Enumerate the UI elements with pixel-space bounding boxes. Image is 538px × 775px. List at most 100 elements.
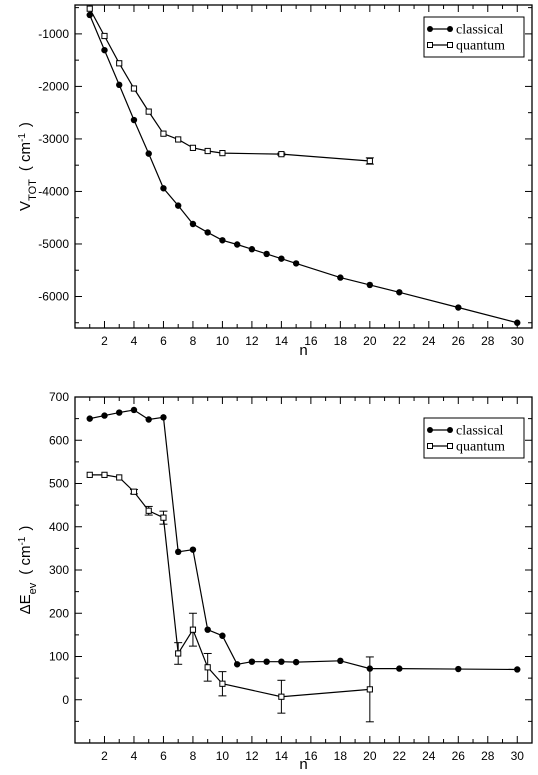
- data-point-classical: [278, 255, 285, 262]
- x-tick-label: 30: [511, 749, 525, 763]
- y-axis-label: ΔEev ( cm-1): [17, 526, 40, 615]
- y-tick-label: -6000: [38, 289, 69, 303]
- series-line-classical: [89, 14, 518, 324]
- data-point-classical: [455, 304, 462, 311]
- y-axis-label-part: ): [17, 526, 34, 531]
- data-point-classical: [204, 229, 211, 236]
- data-point-classical: [145, 416, 152, 423]
- x-tick-label: 12: [245, 749, 259, 763]
- data-point-classical: [233, 241, 241, 248]
- data-point-quantum: [278, 151, 285, 158]
- data-point-quantum: [145, 507, 152, 514]
- x-tick-label: 14: [275, 334, 289, 348]
- data-point-quantum: [175, 650, 182, 657]
- x-tick-label: 10: [216, 749, 230, 763]
- x-tick-label: 22: [393, 749, 407, 763]
- data-point-quantum: [366, 157, 373, 165]
- data-point-classical: [204, 626, 211, 633]
- y-tick-label: 100: [49, 650, 69, 664]
- y-tick-label: 600: [49, 433, 69, 447]
- legend-box: [423, 16, 525, 58]
- data-point-quantum: [219, 150, 226, 157]
- x-tick-label: 12: [245, 334, 259, 348]
- y-tick-label: -4000: [38, 184, 69, 198]
- legend-marker-quantum: [447, 42, 453, 48]
- bottom-chart-delta-e: 2 4 6 8 10 12 14 16 18 20 22 24 26 28 3001002003004005…: [17, 390, 533, 773]
- data-point-classical: [278, 658, 285, 665]
- x-tick-label: 4: [131, 334, 138, 348]
- x-tick-label: 16: [304, 749, 318, 763]
- series-quantum: [86, 471, 374, 723]
- data-point-classical: [337, 657, 344, 665]
- data-point-quantum: [189, 144, 197, 151]
- x-tick-label: 18: [334, 334, 348, 348]
- data-point-classical: [130, 406, 138, 414]
- data-point-quantum: [101, 471, 108, 478]
- data-point-classical: [263, 658, 270, 665]
- y-axis-label-part: ( cm: [17, 546, 34, 575]
- y-tick-label: 500: [49, 477, 69, 491]
- data-point-classical: [86, 11, 93, 19]
- x-tick-label: 16: [304, 334, 318, 348]
- x-tick-label: 10: [216, 334, 230, 348]
- data-point-classical: [366, 281, 374, 289]
- y-axis-label-part: ( cm: [17, 142, 34, 171]
- plot-frame: [74, 4, 533, 329]
- x-tick-label: 30: [511, 334, 525, 348]
- x-axis-label: n: [299, 756, 307, 773]
- data-point-classical: [174, 548, 182, 556]
- x-tick-label: 24: [422, 334, 436, 348]
- data-point-quantum: [86, 5, 93, 12]
- series-quantum: [86, 5, 374, 165]
- x-tick-label: 24: [422, 749, 436, 763]
- top-chart-vtot: 2 4 6 8 10 12 14 16 18 20 22 24 26 28 30-6000-5000-400…: [17, 4, 533, 359]
- y-axis-label-part: -1: [17, 133, 28, 142]
- x-tick-label: 6: [160, 749, 167, 763]
- data-point-classical: [160, 414, 167, 421]
- data-point-classical: [145, 150, 152, 157]
- legend-marker-classical: [427, 427, 433, 433]
- legend-label-quantum: quantum: [456, 440, 505, 455]
- data-point-quantum: [160, 130, 167, 137]
- series-line-quantum: [89, 474, 370, 698]
- y-tick-label: -1000: [38, 27, 69, 41]
- data-point-quantum: [204, 664, 211, 671]
- data-point-quantum: [189, 626, 197, 633]
- data-point-classical: [101, 46, 108, 54]
- legend-marker-classical: [447, 427, 453, 433]
- y-tick-label: 200: [49, 606, 69, 620]
- y-tick-label: -2000: [38, 79, 69, 93]
- data-point-classical: [86, 415, 93, 422]
- data-point-classical: [160, 185, 167, 192]
- data-point-classical: [248, 658, 256, 665]
- series-classical: [86, 11, 521, 326]
- y-tick-label: -3000: [38, 132, 69, 146]
- y-tick-label: 700: [49, 390, 69, 404]
- x-axis-label: n: [299, 342, 307, 359]
- data-point-quantum: [130, 488, 138, 495]
- y-tick-label: 400: [49, 520, 69, 534]
- data-point-quantum: [86, 471, 93, 478]
- data-point-quantum: [160, 514, 167, 521]
- x-tick-label: 2: [101, 749, 108, 763]
- x-tick-label: 22: [393, 334, 407, 348]
- x-tick-label: 6: [160, 334, 167, 348]
- x-tick-label: 14: [275, 749, 289, 763]
- data-point-quantum: [219, 680, 226, 687]
- y-axis-label-part: ev: [27, 582, 39, 594]
- data-point-classical: [263, 250, 270, 258]
- data-point-classical: [455, 665, 462, 673]
- data-point-quantum: [130, 85, 138, 92]
- data-point-classical: [101, 412, 108, 419]
- data-point-quantum: [175, 136, 182, 143]
- legend-box: [423, 417, 525, 459]
- x-tick-label: 28: [481, 334, 495, 348]
- legend-marker-classical: [427, 26, 433, 32]
- series-line-quantum: [89, 8, 370, 162]
- data-point-classical: [233, 661, 241, 668]
- legend-marker-quantum: [447, 443, 453, 449]
- data-point-quantum: [278, 693, 285, 700]
